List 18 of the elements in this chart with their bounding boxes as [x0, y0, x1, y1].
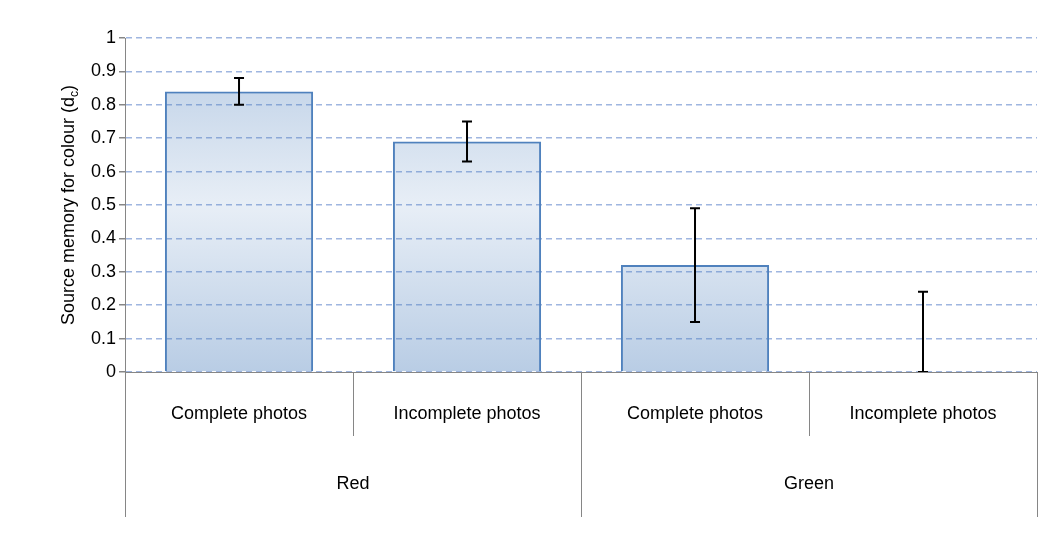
x-tick-label: Complete photos: [170, 402, 308, 423]
y-tick-label: 0.5: [90, 193, 117, 214]
y-tick-label: 0.2: [90, 294, 117, 315]
y-axis-title: Source memory for colour (dc): [58, 84, 81, 326]
y-tick-label: 1: [106, 26, 117, 47]
x-tick-label: Incomplete photos: [393, 402, 541, 423]
y-tick-label: 0.8: [90, 93, 117, 114]
x-tick-label: Complete photos: [626, 402, 764, 423]
text: Green: [783, 472, 835, 493]
x-tick-label: Incomplete photos: [849, 402, 997, 423]
y-tick-label: 0.6: [90, 160, 117, 181]
y-tick-label: 0.4: [90, 227, 117, 248]
text: Red: [336, 472, 370, 493]
y-tick-label: 0.9: [90, 60, 117, 81]
y-tick-label: 0.7: [90, 127, 117, 148]
y-tick-label: 0: [106, 360, 117, 381]
y-tick-label: 0.1: [90, 327, 117, 348]
y-tick-label: 0.3: [90, 260, 117, 281]
